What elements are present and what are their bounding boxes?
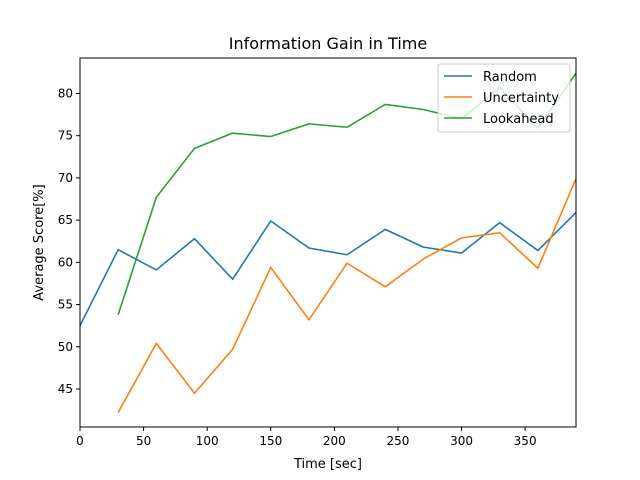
x-tick-label: 150 bbox=[259, 434, 282, 448]
x-axis-label: Time [sec] bbox=[293, 457, 362, 472]
y-tick-label: 80 bbox=[58, 86, 73, 100]
y-axis: 45 50 55 60 65 70 75 80 bbox=[58, 86, 80, 396]
x-tick-label: 350 bbox=[514, 434, 537, 448]
x-tick-label: 0 bbox=[76, 434, 84, 448]
legend-label-uncertainty: Uncertainty bbox=[483, 91, 559, 106]
x-tick-label: 200 bbox=[323, 434, 346, 448]
y-tick-label: 50 bbox=[58, 340, 73, 354]
y-tick-label: 45 bbox=[58, 382, 73, 396]
y-tick-label: 60 bbox=[58, 255, 73, 269]
x-tick-label: 300 bbox=[450, 434, 473, 448]
series-line-random bbox=[80, 211, 576, 327]
y-tick-label: 65 bbox=[58, 213, 73, 227]
legend-label-random: Random bbox=[483, 70, 537, 85]
x-tick-label: 100 bbox=[196, 434, 219, 448]
y-axis-label: Average Score[%] bbox=[32, 184, 47, 300]
legend-box bbox=[437, 63, 571, 133]
x-tick-label: 50 bbox=[136, 434, 151, 448]
x-tick-label: 250 bbox=[386, 434, 409, 448]
legend: Random Uncertainty Lookahead bbox=[437, 63, 571, 133]
chart-title: Information Gain in Time bbox=[229, 34, 427, 53]
legend-label-lookahead: Lookahead bbox=[483, 112, 554, 127]
y-tick-label: 70 bbox=[58, 171, 73, 185]
x-axis: 0 50 100 150 200 250 300 350 bbox=[76, 427, 537, 448]
series-line-uncertainty bbox=[117, 178, 576, 414]
y-tick-label: 75 bbox=[58, 129, 73, 143]
plot-frame bbox=[79, 57, 577, 428]
y-tick-label: 55 bbox=[58, 298, 73, 312]
